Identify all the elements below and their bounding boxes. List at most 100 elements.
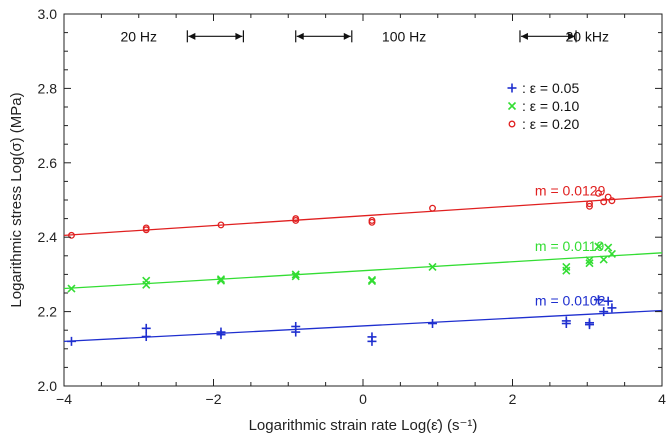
data-point (429, 204, 436, 212)
data-point (604, 193, 612, 201)
data-point (600, 198, 608, 206)
marker-stroke (607, 249, 616, 259)
y-tick-label: 2.0 (38, 378, 58, 394)
legend: : ε = 0.05 : ε = 0.10 : ε = 0.20 (507, 80, 579, 132)
range-arrowhead (296, 32, 304, 40)
y-tick-label: 2.8 (38, 80, 58, 96)
legend-label: : ε = 0.20 (522, 116, 579, 132)
axis-ticks (63, 13, 663, 387)
data-point (67, 284, 76, 293)
data-point (141, 323, 151, 333)
data-point (594, 242, 603, 251)
marker-stroke (367, 277, 377, 286)
data-point (561, 319, 571, 329)
data-point (584, 318, 594, 328)
legend-marker (507, 83, 517, 93)
marker-stroke (67, 284, 76, 293)
marker-stroke (594, 242, 603, 251)
data-point (216, 275, 226, 284)
x-tick-label: −4 (56, 391, 72, 407)
data-point (291, 270, 300, 279)
fit-lines (63, 195, 663, 343)
marker-stroke (604, 243, 613, 252)
data-point (217, 221, 225, 229)
legend-marker (507, 101, 517, 111)
marker-stroke (142, 280, 151, 289)
slope-label: m = 0.0102 (535, 292, 606, 308)
data-point (216, 276, 226, 285)
data-point (608, 197, 616, 205)
fit-line (63, 252, 663, 290)
frequency-range-arrow (295, 30, 353, 43)
frequency-range-arrow (186, 30, 244, 43)
y-tick-label: 3.0 (38, 6, 58, 22)
data-point (142, 226, 150, 234)
data-point (599, 307, 609, 317)
data-point (141, 332, 151, 342)
range-arrowhead (235, 32, 243, 40)
data-point (604, 243, 613, 252)
data-point (367, 277, 377, 286)
x-tick-label: −2 (206, 391, 222, 407)
data-point (428, 262, 437, 272)
marker-stroke (428, 262, 437, 272)
marker-stroke (585, 259, 594, 268)
data-point (586, 200, 593, 208)
fit-line (63, 309, 663, 343)
marker-stroke (599, 255, 608, 264)
data-point (66, 336, 76, 346)
data-point (603, 296, 613, 306)
data-points (66, 189, 617, 346)
y-tick-label: 2.6 (38, 155, 58, 171)
data-point (368, 218, 376, 226)
data-point (599, 255, 608, 264)
range-arrowhead (568, 32, 576, 40)
slope-label: m = 0.0129 (535, 183, 606, 199)
data-point (585, 259, 594, 268)
axis-tick-labels: −4 −2 0 2 4 2.0 2.2 2.4 2.6 2.8 3.0 (38, 6, 667, 407)
y-tick-label: 2.4 (38, 229, 58, 245)
data-point (68, 231, 75, 239)
data-point (586, 202, 593, 210)
marker-stroke (216, 275, 226, 284)
frequency-annotations: 20 Hz 100 Hz 20 kHz (120, 28, 609, 44)
range-arrowhead (520, 32, 528, 40)
y-axis-label: Logarithmic stress Log(σ) (MPa) (8, 92, 25, 307)
range-arrowhead (343, 32, 351, 40)
data-point (291, 327, 301, 337)
marker-stroke (291, 272, 300, 281)
data-point (562, 266, 571, 275)
marker-stroke (562, 266, 571, 275)
slope-labels: m = 0.0102 m = 0.0119 m = 0.0129 (535, 183, 606, 309)
data-point (291, 272, 300, 281)
x-tick-label: 4 (658, 391, 666, 407)
frequency-range-arrow (519, 30, 577, 43)
plot-frame (63, 13, 663, 387)
data-point (607, 249, 616, 259)
data-point (142, 280, 151, 289)
x-tick-label: 0 (359, 391, 367, 407)
range-arrowhead (188, 32, 196, 40)
frequency-label: 100 Hz (382, 28, 426, 44)
fit-line (63, 195, 663, 236)
marker-stroke (291, 270, 300, 279)
marker-stroke (507, 101, 517, 111)
data-point (428, 319, 438, 329)
marker-stroke (585, 256, 594, 265)
data-point (595, 189, 602, 197)
data-point (216, 330, 226, 340)
data-point (593, 295, 603, 305)
legend-marker (508, 120, 516, 128)
x-tick-label: 2 (509, 391, 517, 407)
slope-label: m = 0.0119 (535, 238, 605, 254)
x-axis-label: Logarithmic strain rate Log(ε̇) (s⁻¹) (249, 417, 478, 434)
data-point (367, 336, 377, 346)
y-tick-label: 2.2 (38, 304, 58, 320)
legend-label: : ε = 0.05 (522, 80, 579, 96)
legend-label: : ε = 0.10 (522, 98, 579, 114)
data-point (607, 303, 617, 313)
data-point (585, 256, 594, 265)
frequency-label: 20 Hz (120, 28, 157, 44)
marker-stroke (216, 276, 226, 285)
